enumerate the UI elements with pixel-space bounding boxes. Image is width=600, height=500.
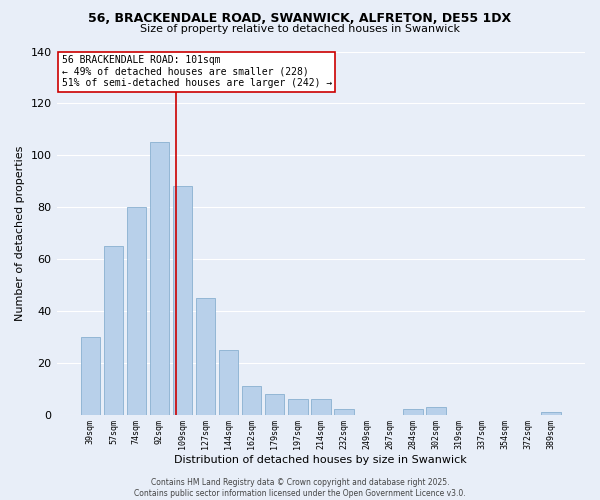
Bar [242, 386, 262, 414]
Bar [127, 207, 146, 414]
Y-axis label: Number of detached properties: Number of detached properties [15, 146, 25, 320]
Bar [149, 142, 169, 414]
Bar [288, 399, 308, 414]
Text: Size of property relative to detached houses in Swanwick: Size of property relative to detached ho… [140, 24, 460, 34]
Text: 56, BRACKENDALE ROAD, SWANWICK, ALFRETON, DE55 1DX: 56, BRACKENDALE ROAD, SWANWICK, ALFRETON… [88, 12, 512, 26]
Bar [541, 412, 561, 414]
Bar [173, 186, 193, 414]
X-axis label: Distribution of detached houses by size in Swanwick: Distribution of detached houses by size … [175, 455, 467, 465]
Text: Contains HM Land Registry data © Crown copyright and database right 2025.
Contai: Contains HM Land Registry data © Crown c… [134, 478, 466, 498]
Bar [196, 298, 215, 414]
Bar [426, 407, 446, 414]
Bar [265, 394, 284, 414]
Bar [311, 399, 331, 414]
Bar [403, 410, 423, 414]
Text: 56 BRACKENDALE ROAD: 101sqm
← 49% of detached houses are smaller (228)
51% of se: 56 BRACKENDALE ROAD: 101sqm ← 49% of det… [62, 55, 332, 88]
Bar [80, 337, 100, 414]
Bar [104, 246, 123, 414]
Bar [334, 410, 353, 414]
Bar [219, 350, 238, 414]
